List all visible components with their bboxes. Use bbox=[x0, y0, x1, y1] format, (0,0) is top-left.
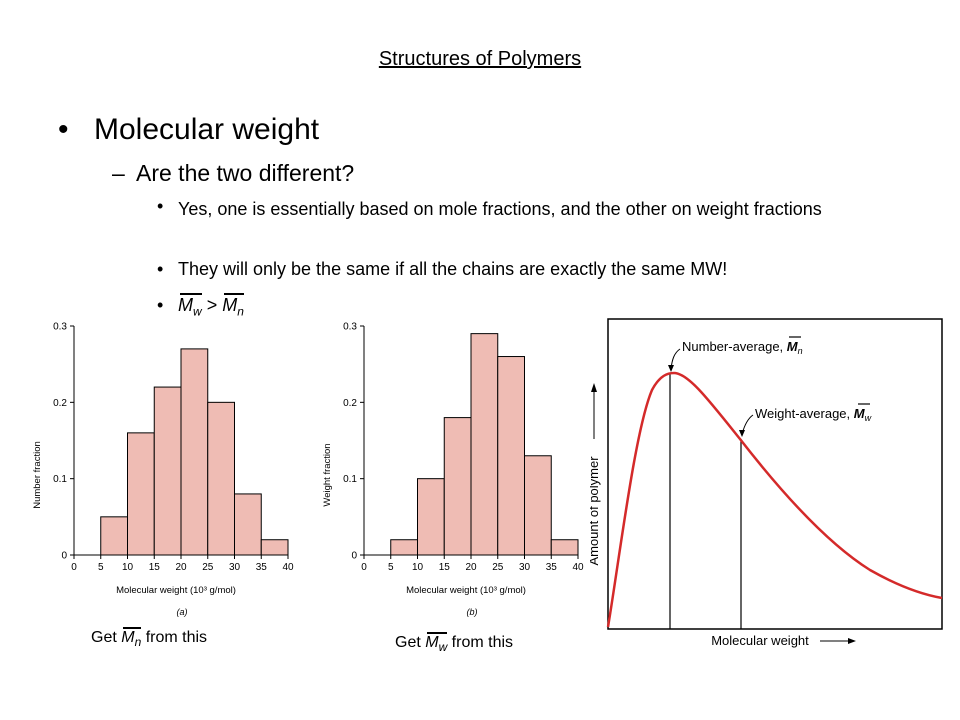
histogram-bar bbox=[127, 432, 155, 556]
histogram-bar bbox=[550, 539, 579, 556]
x-tick-label: 40 bbox=[572, 562, 584, 573]
histogram-bar bbox=[470, 333, 499, 556]
y-tick-label: 0 bbox=[351, 551, 357, 562]
x-tick-label: 35 bbox=[546, 562, 558, 573]
x-tick-label: 0 bbox=[71, 562, 77, 573]
x-axis-arrow bbox=[820, 638, 856, 644]
y-tick-label: 0.3 bbox=[53, 322, 67, 333]
y-tick-label: 0.1 bbox=[343, 474, 357, 485]
panel-label: (b) bbox=[467, 607, 478, 617]
y-tick-label: 0 bbox=[61, 551, 67, 562]
histogram-bar bbox=[153, 386, 182, 556]
bullet-dot: • bbox=[157, 295, 164, 315]
y-axis-label: Number fraction bbox=[32, 441, 43, 509]
y-axis-label: Amount of polymer bbox=[590, 456, 601, 566]
bullet-fractions: Yes, one is essentially based on mole fr… bbox=[178, 199, 822, 219]
greater-than-operator: > bbox=[206, 295, 218, 315]
y-tick-label: 0.1 bbox=[53, 474, 67, 485]
x-tick-label: 0 bbox=[361, 562, 367, 573]
histogram-bar bbox=[443, 417, 472, 556]
x-tick-label: 20 bbox=[175, 562, 187, 573]
x-tick-label: 15 bbox=[149, 562, 161, 573]
x-tick-label: 40 bbox=[282, 562, 294, 573]
mw-symbol: Mw bbox=[425, 632, 448, 655]
slide-title: Structures of Polymers bbox=[378, 48, 582, 70]
number-average-label: Number-average, Mn bbox=[682, 339, 803, 356]
bullet-dot: • bbox=[58, 113, 69, 146]
histogram-weight-fraction: 0 5 10 15 20 25 30 35 40 0 0.1 0.2 0.3 Weight fracti… bbox=[322, 322, 584, 618]
x-tick-label: 5 bbox=[98, 562, 104, 573]
bullet-dash: – bbox=[112, 160, 125, 186]
x-tick-label: 5 bbox=[388, 562, 394, 573]
x-tick-label: 10 bbox=[412, 562, 424, 573]
bullet-inequality: Mw > Mn bbox=[178, 293, 244, 319]
bullet-dot: • bbox=[157, 259, 164, 279]
distribution-curve bbox=[606, 371, 943, 628]
bullet-molecular-weight: Molecular weight bbox=[94, 113, 320, 146]
x-tick-label: 30 bbox=[229, 562, 241, 573]
mn-symbol: Mn bbox=[121, 627, 142, 650]
x-axis-label: Molecular weight (10³ g/mol) bbox=[116, 585, 236, 596]
histogram-bar bbox=[234, 493, 262, 556]
weight-average-label: Weight-average, Mw bbox=[755, 406, 872, 423]
molecular-weight-distribution: Number-average, Mn Weight-average, Mw Am… bbox=[590, 318, 943, 648]
caption-mn: Get Mn from this bbox=[91, 627, 208, 650]
caption-mw: Get Mw from this bbox=[395, 632, 514, 655]
x-axis-label: Molecular weight (10³ g/mol) bbox=[406, 585, 526, 596]
x-tick-label: 35 bbox=[256, 562, 268, 573]
bullet-question: Are the two different? bbox=[136, 160, 355, 186]
histogram-bar bbox=[390, 539, 418, 556]
x-tick-label: 10 bbox=[122, 562, 134, 573]
histogram-bar bbox=[100, 516, 128, 556]
y-axis-label: Weight fraction bbox=[322, 443, 333, 506]
x-tick-label: 25 bbox=[202, 562, 214, 573]
x-tick-label: 20 bbox=[465, 562, 477, 573]
histogram-bar bbox=[497, 356, 525, 556]
bullet-same-mw: They will only be the same if all the ch… bbox=[178, 259, 728, 279]
x-axis-label: Molecular weight bbox=[711, 633, 809, 648]
x-tick-label: 25 bbox=[492, 562, 504, 573]
histogram-bar bbox=[207, 401, 235, 556]
histogram-number-fraction: 0 5 10 15 20 25 30 35 40 0 0.1 0.2 0.3 Number fracti… bbox=[32, 322, 294, 618]
mn-symbol: Mn bbox=[222, 293, 244, 319]
plot-frame bbox=[607, 318, 943, 630]
panel-label: (a) bbox=[177, 607, 188, 617]
y-axis-arrow bbox=[591, 383, 597, 439]
y-tick-label: 0.2 bbox=[343, 398, 357, 409]
x-tick-label: 15 bbox=[439, 562, 451, 573]
y-tick-label: 0.3 bbox=[343, 322, 357, 333]
x-tick-label: 30 bbox=[519, 562, 531, 573]
histogram-bar bbox=[417, 478, 445, 556]
histogram-bar bbox=[260, 539, 289, 556]
histogram-bar bbox=[524, 455, 552, 556]
y-tick-label: 0.2 bbox=[53, 398, 67, 409]
bullet-dot: • bbox=[157, 196, 164, 216]
mw-symbol: Mw bbox=[178, 293, 202, 319]
histogram-bar bbox=[180, 348, 209, 556]
